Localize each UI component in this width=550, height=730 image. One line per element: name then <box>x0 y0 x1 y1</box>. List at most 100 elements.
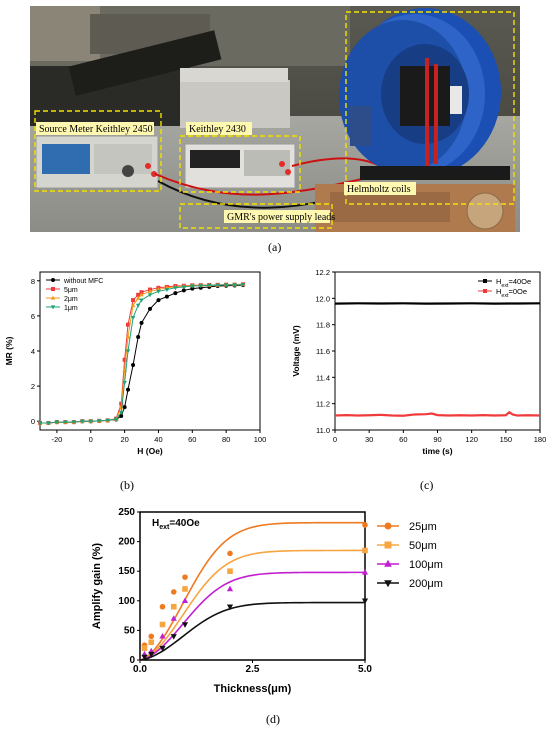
x-axis-label: H (Oe) <box>137 446 163 456</box>
y-tick-label: 11.0 <box>316 426 330 435</box>
legend-label: without MFC <box>63 278 103 285</box>
x-tick-label: 60 <box>399 435 407 444</box>
data-point <box>170 634 177 640</box>
data-point <box>170 603 177 610</box>
fit-curve <box>139 601 366 661</box>
legend-marker <box>483 279 487 283</box>
data-point <box>207 283 212 288</box>
legend-label: 100μm <box>409 559 443 571</box>
x-axis-label: time (s) <box>422 446 452 456</box>
caption-b: (b) <box>120 478 134 492</box>
legend-label: 1μm <box>64 305 78 312</box>
y-tick-label: 8 <box>31 277 35 286</box>
data-point <box>181 285 187 290</box>
data-point <box>156 289 161 294</box>
data-point <box>105 418 110 423</box>
data-point <box>226 604 234 611</box>
data-point <box>182 574 188 580</box>
data-point <box>181 597 189 604</box>
legend-marker <box>483 289 487 293</box>
y-axis-label: Voltage (mV) <box>291 325 301 376</box>
data-point <box>37 421 43 426</box>
data-point <box>125 349 131 354</box>
label-keithley-2430: Keithley 2430 <box>189 124 246 135</box>
data-point <box>361 569 369 575</box>
data-point <box>125 334 131 339</box>
chart-d-amplify-gain-vs-thickness: 0.0 2.5 5.0 0 50 100 150 200 250 Thickness(μm) Amp… <box>91 507 443 695</box>
data-point <box>159 645 166 652</box>
data-point <box>164 294 169 299</box>
y-tick-label: 50 <box>124 625 136 636</box>
caption-d: (d) <box>266 712 280 726</box>
data-point <box>54 420 60 425</box>
x-tick-label: 100 <box>254 435 267 444</box>
data-point <box>227 550 233 557</box>
data-point <box>119 404 124 409</box>
x-tick-label: -20 <box>52 435 63 444</box>
data-point <box>139 290 144 295</box>
caption-c: (c) <box>420 478 434 492</box>
legend-marker <box>50 295 56 300</box>
legend-label: Hext=40Oe <box>496 277 531 289</box>
fit-curve <box>139 549 366 661</box>
data-point <box>130 316 136 321</box>
data-point <box>63 420 68 425</box>
data-point <box>232 283 237 288</box>
data-point <box>223 283 229 288</box>
x-tick-label: 150 <box>500 435 513 444</box>
legend-marker <box>51 278 55 282</box>
y-tick-label: 11.6 <box>316 347 330 356</box>
x-tick-label: 30 <box>365 435 373 444</box>
y-axis-label: Amplify gain (%) <box>91 543 103 630</box>
data-point <box>46 421 51 426</box>
x-tick-label: 5.0 <box>358 664 372 675</box>
chart-c-voltage-vs-time: 0 30 60 90 120 150 180 11.0 11.2 11.4 11.6 11.8 12.0… <box>291 268 546 456</box>
y-tick-label: 11.8 <box>316 321 330 330</box>
data-point <box>131 298 136 303</box>
fit-curve <box>139 571 366 661</box>
data-point <box>181 622 189 628</box>
data-point <box>159 603 166 610</box>
data-point <box>148 633 155 640</box>
data-point <box>126 322 130 327</box>
data-point <box>215 283 220 288</box>
data-point <box>198 284 203 289</box>
x-axis-label: Thickness(μm) <box>214 683 292 695</box>
data-point <box>136 334 141 339</box>
data-point <box>362 522 368 528</box>
data-point <box>190 284 195 289</box>
y-tick-label: 12.2 <box>315 268 330 277</box>
y-tick-label: 11.2 <box>316 400 330 409</box>
data-point <box>126 387 130 392</box>
legend-marker <box>384 522 392 530</box>
data-point <box>131 363 136 368</box>
x-tick-label: 90 <box>433 435 441 444</box>
caption-a: (a) <box>268 240 282 254</box>
data-point <box>122 381 127 385</box>
data-point <box>147 293 153 298</box>
data-point <box>122 357 127 362</box>
x-tick-label: 0 <box>89 435 93 444</box>
series-line <box>334 410 541 417</box>
legend-marker <box>384 580 392 588</box>
data-point <box>113 417 119 422</box>
data-point <box>181 288 186 293</box>
data-point <box>173 291 178 296</box>
data-point <box>170 589 177 595</box>
y-tick-label: 11.4 <box>316 373 330 382</box>
data-point <box>135 295 141 300</box>
data-point <box>97 419 102 424</box>
legend-label: 2μm <box>64 296 78 303</box>
data-point <box>170 615 177 621</box>
label-source-meter: Source Meter Keithley 2450 <box>39 124 153 135</box>
y-tick-label: 150 <box>118 566 135 577</box>
x-tick-label: 2.5 <box>246 664 260 675</box>
x-tick-label: 20 <box>120 435 128 444</box>
label-power-supply-leads: GMR's power supply leads <box>227 212 335 223</box>
data-point <box>141 654 148 661</box>
y-axis-label: MR (%) <box>4 336 14 365</box>
data-point <box>119 410 124 415</box>
data-point <box>139 298 144 303</box>
y-tick-label: 6 <box>31 312 35 321</box>
data-point <box>148 639 155 646</box>
